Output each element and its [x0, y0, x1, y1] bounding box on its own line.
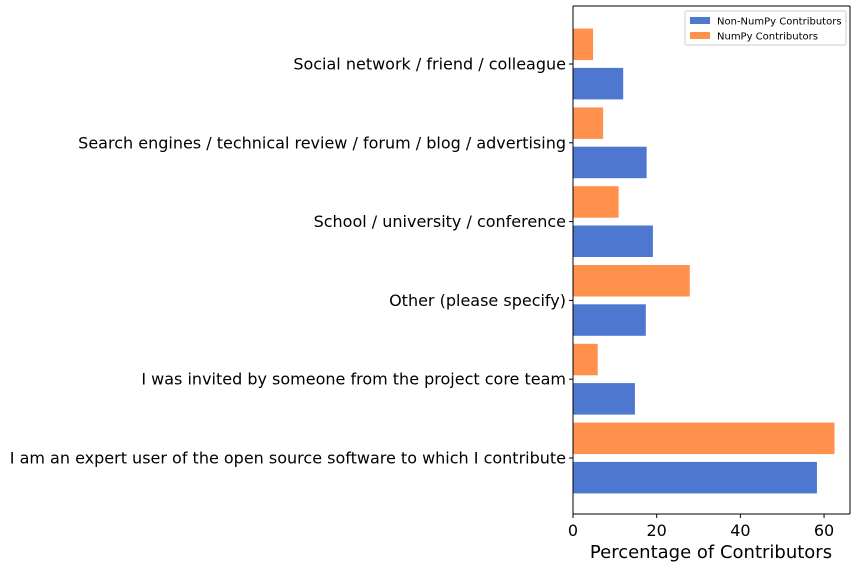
legend-label: Non-NumPy Contributors	[717, 17, 842, 28]
legend-swatch	[690, 17, 710, 24]
x-tick-label: 0	[568, 521, 578, 540]
category-label: Other (please specify)	[389, 291, 566, 310]
x-tick-label: 40	[730, 521, 750, 540]
bar-non-numpy	[573, 225, 653, 257]
bars-group	[573, 28, 835, 494]
bar-numpy	[573, 28, 594, 61]
x-axis-title: Percentage of Contributors	[590, 542, 832, 563]
legend: Non-NumPy Contributors NumPy Contributors	[684, 10, 847, 46]
bar-non-numpy	[573, 461, 817, 494]
bar-non-numpy	[573, 146, 647, 179]
bar-non-numpy	[573, 67, 624, 100]
bar-non-numpy	[573, 304, 646, 336]
legend-swatch	[690, 32, 710, 39]
bar-numpy	[573, 343, 598, 376]
bar-non-numpy	[573, 383, 635, 415]
x-tick-label: 20	[647, 521, 667, 540]
category-label: Social network / friend / colleague	[293, 55, 566, 74]
bar-numpy	[573, 186, 619, 218]
bar-numpy	[573, 265, 690, 297]
x-tick-label: 60	[814, 521, 834, 540]
x-axis-ticks: 0 20 40 60	[568, 514, 834, 540]
category-label: School / university / conference	[314, 212, 566, 231]
category-label: I was invited by someone from the projec…	[141, 370, 566, 389]
bar-numpy	[573, 422, 835, 455]
plot-frame	[572, 5, 851, 515]
bar-numpy	[573, 107, 604, 139]
category-labels: I am an expert user of the open source s…	[10, 55, 573, 468]
category-label: I am an expert user of the open source s…	[10, 449, 566, 468]
legend-box	[684, 10, 847, 46]
category-label: Search engines / technical review / foru…	[78, 133, 566, 152]
legend-label: NumPy Contributors	[717, 32, 818, 43]
